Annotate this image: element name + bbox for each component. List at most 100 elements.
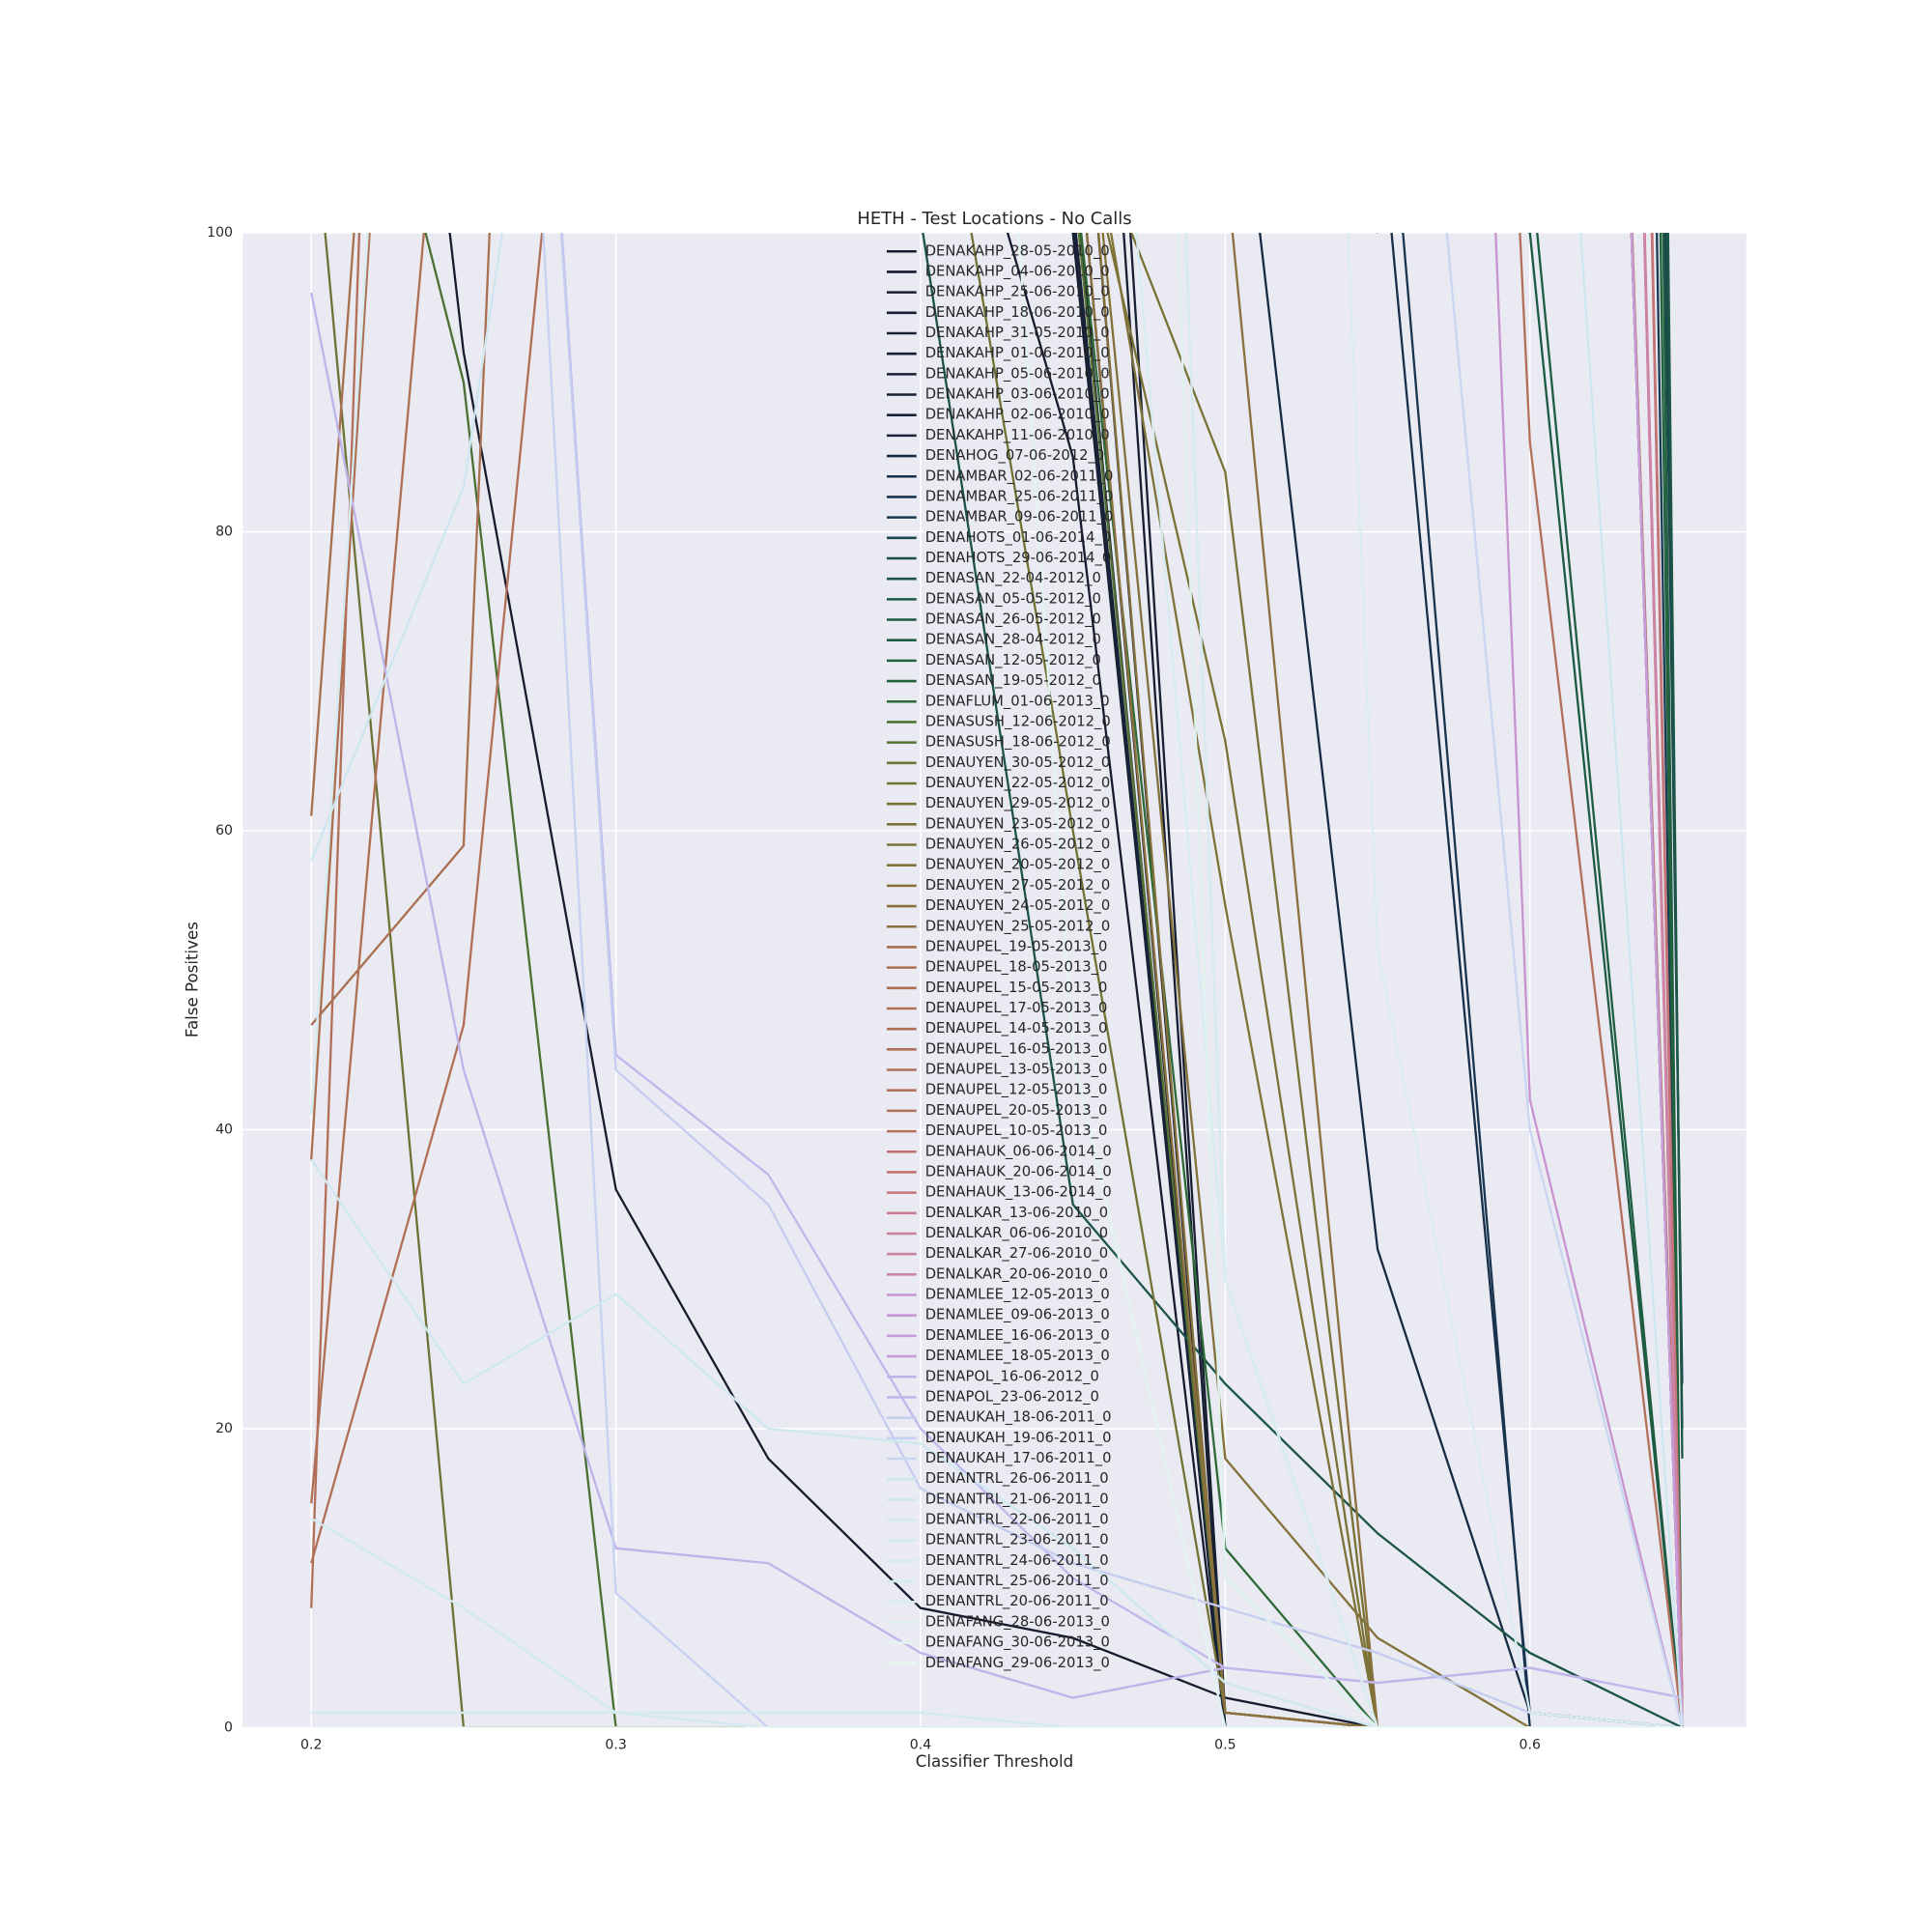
legend-label: DENAMBAR_09-06-2011_0: [925, 509, 1114, 526]
y-tick-label: 0: [224, 1719, 233, 1735]
legend-label: DENAUPEL_14-05-2013_0: [925, 1020, 1108, 1037]
legend-label: DENAFANG_29-06-2013_0: [925, 1655, 1110, 1671]
legend-label: DENASAN_28-04-2012_0: [925, 632, 1101, 648]
series-line: [311, 1711, 1683, 1728]
x-tick-label: 0.4: [910, 1737, 931, 1752]
legend-label: DENAFANG_28-06-2013_0: [925, 1613, 1110, 1630]
series-line: [970, 233, 1683, 1728]
series-line: [310, 233, 1684, 1728]
y-tick-label: 100: [207, 225, 233, 241]
legend-label: DENAHAUK_13-06-2014_0: [925, 1184, 1112, 1201]
legend-label: DENAUKAH_17-06-2011_0: [925, 1450, 1112, 1466]
legend-label: DENASAN_26-05-2012_0: [925, 611, 1101, 628]
series-line: [448, 233, 1683, 1728]
x-tick-label: 0.3: [605, 1737, 626, 1752]
legend-label: DENANTRL_25-06-2011_0: [925, 1573, 1109, 1589]
legend-label: DENALKAR_06-06-2010_0: [925, 1225, 1108, 1241]
legend-label: DENAFANG_30-06-2013_0: [925, 1634, 1110, 1651]
series-line: [1390, 233, 1683, 1728]
legend-label: DENAUYEN_26-05-2012_0: [925, 837, 1111, 853]
legend-label: DENASAN_19-05-2012_0: [925, 672, 1101, 689]
series-line: [560, 233, 1683, 1699]
y-tick-label: 40: [215, 1122, 233, 1137]
legend-label: DENAMLEE_12-05-2013_0: [925, 1287, 1110, 1303]
legend-label: DENAUPEL_20-05-2013_0: [925, 1102, 1108, 1119]
legend-label: DENAMLEE_16-06-2013_0: [925, 1327, 1110, 1344]
legend-label: DENAKAHP_05-06-2010_0: [925, 365, 1110, 382]
legend-label: DENAUYEN_22-05-2012_0: [925, 775, 1111, 791]
legend-label: DENAUYEN_30-05-2012_0: [925, 754, 1111, 771]
chart-title: HETH - Test Locations - No Calls: [857, 209, 1131, 229]
x-tick-label: 0.2: [300, 1737, 322, 1752]
legend-label: DENAUYEN_29-05-2012_0: [925, 795, 1111, 811]
legend-label: DENAUKAH_19-06-2011_0: [925, 1430, 1112, 1446]
legend-label: DENASUSH_18-06-2012_0: [925, 734, 1111, 751]
legend-label: DENANTRL_21-06-2011_0: [925, 1491, 1109, 1507]
legend-label: DENAKAHP_01-06-2010_0: [925, 345, 1110, 361]
legend-label: DENAHAUK_06-06-2014_0: [925, 1143, 1112, 1159]
series-line: [559, 233, 1683, 1728]
legend-label: DENAUPEL_15-05-2013_0: [925, 980, 1108, 996]
legend-label: DENAUPEL_13-05-2013_0: [925, 1062, 1108, 1078]
legend-label: DENAUPEL_18-05-2013_0: [925, 959, 1108, 976]
plot-area: [242, 233, 1747, 1728]
legend-label: DENAKAHP_04-06-2010_0: [925, 263, 1110, 279]
legend-label: DENAMLEE_18-05-2013_0: [925, 1348, 1110, 1364]
series-line: [1445, 233, 1684, 1728]
series-line: [1259, 233, 1683, 1728]
y-tick-label: 80: [215, 525, 233, 540]
legend-label: DENAKAHP_11-06-2010_0: [925, 427, 1110, 443]
series-line: [1347, 233, 1683, 1728]
legend-label: DENAKAHP_03-06-2010_0: [925, 386, 1110, 403]
legend-label: DENALKAR_27-06-2010_0: [925, 1245, 1108, 1262]
legend-label: DENANTRL_22-06-2011_0: [925, 1512, 1109, 1528]
legend-label: DENAUPEL_19-05-2013_0: [925, 938, 1108, 954]
legend-label: DENANTRL_24-06-2011_0: [925, 1552, 1109, 1569]
legend-label: DENAUPEL_16-05-2013_0: [925, 1040, 1108, 1057]
legend-label: DENAUYEN_23-05-2012_0: [925, 815, 1111, 832]
legend-label: DENASAN_12-05-2012_0: [925, 652, 1101, 668]
legend-label: DENAKAHP_31-05-2010_0: [925, 325, 1110, 341]
x-axis-label: Classifier Threshold: [916, 1752, 1073, 1771]
y-tick-label: 20: [215, 1421, 233, 1436]
legend-label: DENAUYEN_25-05-2012_0: [925, 918, 1111, 934]
legend-label: DENAUPEL_12-05-2013_0: [925, 1082, 1108, 1098]
legend-label: DENASAN_22-04-2012_0: [925, 570, 1101, 586]
legend-label: DENAMBAR_25-06-2011_0: [925, 488, 1114, 504]
legend-label: DENAHOTS_29-06-2014_0: [925, 550, 1112, 566]
series-line: [310, 1158, 1683, 1728]
legend-label: DENAUPEL_17-05-2013_0: [925, 1000, 1108, 1016]
legend-label: DENAUYEN_24-05-2012_0: [925, 897, 1111, 914]
series-line: [922, 233, 1683, 1728]
legend-label: DENAKAHP_28-05-2010_0: [925, 242, 1110, 259]
legend-label: DENAPOL_23-06-2012_0: [925, 1388, 1099, 1405]
legend-label: DENAHOTS_01-06-2014_0: [925, 529, 1112, 546]
legend-label: DENAUYEN_20-05-2012_0: [925, 857, 1111, 873]
legend-label: DENAHOG_07-06-2012_0: [925, 447, 1105, 464]
legend-label: DENANTRL_26-06-2011_0: [925, 1470, 1109, 1487]
y-tick-label: 60: [215, 823, 233, 838]
x-tick-label: 0.5: [1214, 1737, 1236, 1752]
legend-label: DENASAN_05-05-2012_0: [925, 590, 1101, 607]
legend-label: DENASUSH_12-06-2012_0: [925, 713, 1111, 729]
legend-label: DENAHAUK_20-06-2014_0: [925, 1163, 1112, 1179]
legend-label: DENAKAHP_25-06-2010_0: [925, 284, 1110, 300]
legend-label: DENAUYEN_27-05-2012_0: [925, 877, 1111, 894]
legend-label: DENALKAR_20-06-2010_0: [925, 1265, 1108, 1282]
legend-label: DENAMBAR_02-06-2011_0: [925, 468, 1114, 484]
legend-label: DENAKAHP_02-06-2010_0: [925, 407, 1110, 423]
legend-label: DENAPOL_16-06-2012_0: [925, 1368, 1099, 1384]
x-tick-label: 0.6: [1520, 1737, 1541, 1752]
legend-label: DENALKAR_13-06-2010_0: [925, 1205, 1108, 1221]
legend-label: DENAMLEE_09-06-2013_0: [925, 1307, 1110, 1323]
legend-label: DENANTRL_23-06-2011_0: [925, 1532, 1109, 1548]
series-line: [310, 1517, 1683, 1728]
series-line: [1402, 233, 1683, 1728]
legend-label: DENAUKAH_18-06-2011_0: [925, 1409, 1112, 1426]
legend-label: DENAUPEL_10-05-2013_0: [925, 1122, 1108, 1139]
legend-label: DENAKAHP_18-06-2010_0: [925, 304, 1110, 321]
legend-label: DENAFLUM_01-06-2013_0: [925, 693, 1110, 709]
series-line: [424, 233, 1683, 1728]
y-axis-label: False Positives: [184, 922, 202, 1037]
